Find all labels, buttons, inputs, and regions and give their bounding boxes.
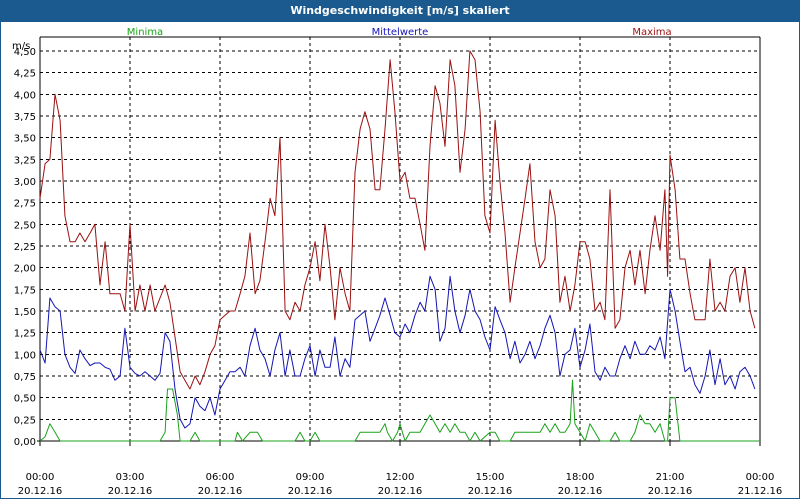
- y-tick-label: 3,75: [14, 112, 36, 123]
- x-tick-time: 21:00: [656, 472, 685, 483]
- window-title: Windgeschwindigkeit [m/s] skaliert: [290, 4, 510, 17]
- y-tick-label: 4,50: [14, 47, 36, 58]
- x-tick-date: 20.12.16: [648, 486, 693, 497]
- window-title-bar: Windgeschwindigkeit [m/s] skaliert: [0, 0, 800, 22]
- series-line-minima: [39, 379, 760, 442]
- series-line-maxima: [39, 50, 756, 390]
- x-tick-time: 00:00: [746, 472, 775, 483]
- legend-maxima: Maxima: [632, 27, 671, 38]
- x-tick-date: 20.12.16: [378, 486, 423, 497]
- y-tick-label: 0,00: [14, 437, 36, 448]
- y-tick-label: 1,75: [14, 285, 36, 296]
- y-tick-label: 3,25: [14, 155, 36, 166]
- y-tick-label: 2,75: [14, 199, 36, 210]
- x-tick-time: 18:00: [566, 472, 595, 483]
- y-tick-label: 1,50: [14, 307, 36, 318]
- x-tick-time: 12:00: [386, 472, 415, 483]
- series-layer: [39, 50, 760, 442]
- x-tick-date: 20.12.16: [18, 486, 63, 497]
- x-tick-date: 20.12.16: [198, 486, 243, 497]
- x-tick-date: 20.12.16: [108, 486, 153, 497]
- x-tick-time: 00:00: [26, 472, 55, 483]
- x-tick-time: 06:00: [206, 472, 235, 483]
- y-tick-label: 1,00: [14, 350, 36, 361]
- y-tick-label: 2,00: [14, 264, 36, 275]
- y-tick-label: 1,25: [14, 329, 36, 340]
- legend-mittelwerte: Mittelwerte: [372, 27, 429, 38]
- series-line-mittelwerte: [39, 275, 756, 429]
- y-tick-label: 4,00: [14, 90, 36, 101]
- x-tick-time: 03:00: [116, 472, 145, 483]
- y-tick-label: 3,00: [14, 177, 36, 188]
- label-layer: 0,00 0,25 0,50 0,75 1,00 1,25 1,50 1,75 2,00 2,25…: [12, 27, 782, 497]
- legend-minima: Minima: [127, 27, 163, 38]
- x-tick-date: 20.12.16: [468, 486, 513, 497]
- y-axis-unit: m/s: [12, 41, 30, 52]
- y-tick-label: 0,50: [14, 394, 36, 405]
- x-tick-date: 20.12.16: [288, 486, 333, 497]
- x-tick-time: 09:00: [296, 472, 325, 483]
- y-tick-label: 0,75: [14, 372, 36, 383]
- y-tick-label: 2,50: [14, 220, 36, 231]
- x-tick-date: 21.12.16: [738, 486, 783, 497]
- y-tick-label: 3,50: [14, 134, 36, 145]
- x-tick-date: 20.12.16: [558, 486, 603, 497]
- y-tick-label: 2,25: [14, 242, 36, 253]
- x-tick-time: 15:00: [476, 472, 505, 483]
- y-tick-label: 4,25: [14, 69, 36, 80]
- y-tick-label: 0,25: [14, 415, 36, 426]
